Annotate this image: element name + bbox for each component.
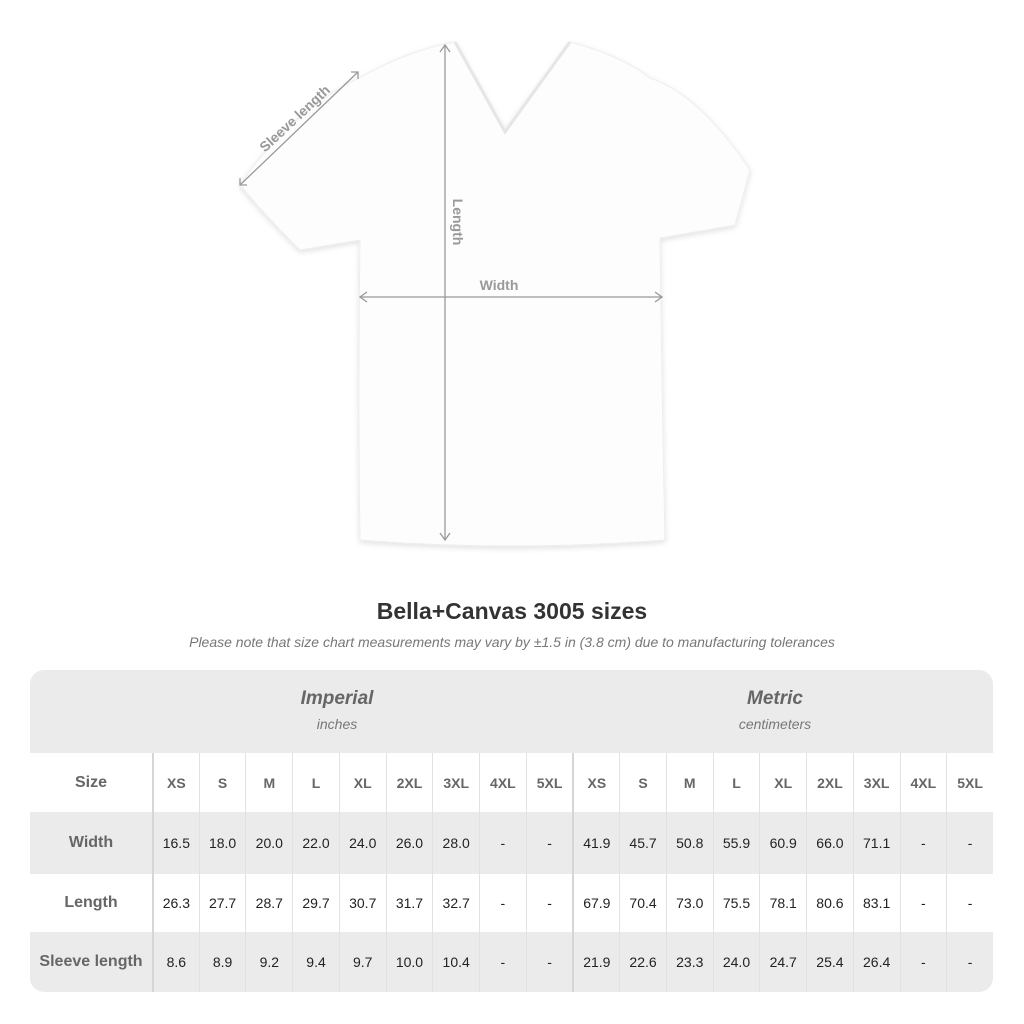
value-cell: 18.0 [198, 812, 246, 874]
page-title: Bella+Canvas 3005 sizes [376, 598, 648, 624]
size-header-cell: 2XL [806, 753, 853, 812]
value-cell: 24.7 [759, 932, 806, 992]
size-header-row: Size XS S M L XL 2XL 3XL 4XL 5XL XS S M L XL 2XL 3XL 4XL 5… [30, 753, 993, 812]
value-cell: 30.7 [338, 874, 386, 932]
value-cell: 41.9 [572, 812, 619, 874]
value-cell: - [479, 932, 526, 992]
value-cell: 24.0 [338, 812, 386, 874]
value-cell: - [946, 874, 993, 932]
value-cell: 75.5 [712, 874, 760, 932]
row-label: Sleeve length [39, 953, 143, 970]
size-header-cell: M [245, 753, 292, 812]
value-cell: 25.4 [806, 932, 853, 992]
value-cell: 80.6 [806, 874, 853, 932]
metric-unit: centimeters [738, 716, 812, 732]
table-row: Sleeve length 8.6 8.9 9.2 9.4 9.7 10.0 10.4- -21… [30, 932, 993, 992]
value-cell: 78.1 [759, 874, 806, 932]
value-cell: 9.4 [292, 932, 339, 992]
tolerance-note: Please note that size chart measurements… [189, 634, 835, 650]
value-cell: 29.7 [292, 874, 339, 932]
value-cell: 83.1 [852, 874, 900, 932]
size-header-cell: S [619, 753, 666, 812]
size-header-cell: 4XL [479, 753, 526, 812]
value-cell: 55.9 [712, 812, 760, 874]
value-cell: 67.9 [572, 874, 619, 932]
size-header-cell: 3XL [432, 753, 479, 812]
value-cell: - [479, 874, 526, 932]
size-header-cell: L [292, 753, 339, 812]
row-label: Length [64, 894, 118, 911]
value-cell: 9.7 [338, 932, 386, 992]
metric-header: Metric centimeters [625, 688, 925, 732]
value-cell: - [525, 932, 573, 992]
value-cell: 16.5 [152, 812, 199, 874]
size-header-cell: M [665, 753, 713, 812]
value-cell: - [525, 874, 573, 932]
size-header-cell: 5XL [946, 753, 993, 812]
size-header-cell: 4XL [899, 753, 947, 812]
value-cell: 22.6 [619, 932, 666, 992]
value-cell: 20.0 [245, 812, 292, 874]
value-cell: 10.0 [385, 932, 433, 992]
value-cell: 31.7 [385, 874, 433, 932]
value-cell: - [946, 812, 993, 874]
value-cell: - [479, 812, 526, 874]
metric-title: Metric [747, 688, 803, 709]
size-header-cell: S [198, 753, 246, 812]
value-cell: - [899, 874, 947, 932]
size-table: Imperial inches Metric centimeters Size XS S… [30, 670, 993, 992]
unit-header-band: Imperial inches Metric centimeters [30, 670, 993, 753]
value-cell: 10.4 [432, 932, 479, 992]
size-header-cell: XS [572, 753, 619, 812]
size-header-cell: L [712, 753, 760, 812]
table-row: Width 16.5 18.0 20.0 22.0 24.0 26.0 28.0- -41.9 4… [30, 812, 993, 874]
value-cell: 8.6 [152, 932, 199, 992]
value-cell: 23.3 [665, 932, 713, 992]
value-cell: 73.0 [665, 874, 713, 932]
value-cell: 60.9 [759, 812, 806, 874]
value-cell: 66.0 [806, 812, 853, 874]
value-cell: 27.7 [198, 874, 246, 932]
value-cell: 9.2 [245, 932, 292, 992]
value-cell: 50.8 [665, 812, 713, 874]
size-header-cell: XS [152, 753, 199, 812]
size-header-cell: XL [759, 753, 806, 812]
row-label: Size [74, 773, 107, 791]
value-cell: 32.7 [432, 874, 479, 932]
tshirt-shape [239, 41, 751, 547]
value-cell: 45.7 [619, 812, 666, 874]
value-cell: 28.7 [245, 874, 292, 932]
value-cell: 28.0 [432, 812, 479, 874]
tshirt-diagram: Sleeve length Length Width [239, 41, 751, 547]
size-header-cell: 2XL [385, 753, 433, 812]
value-cell: 26.3 [152, 874, 199, 932]
length-label: Length [450, 199, 466, 246]
value-cell: 24.0 [712, 932, 760, 992]
value-cell: - [899, 812, 947, 874]
value-cell: 70.4 [619, 874, 666, 932]
row-label: Width [68, 834, 114, 851]
size-header-cell: 5XL [525, 753, 573, 812]
value-cell: 26.0 [385, 812, 433, 874]
size-header-cell: XL [338, 753, 386, 812]
value-cell: - [899, 932, 947, 992]
size-header-cell: 3XL [852, 753, 900, 812]
table-row: Length 26.3 27.7 28.7 29.7 30.7 31.7 32.7- -67.9… [30, 874, 993, 932]
width-label: Width [480, 277, 519, 293]
value-cell: - [946, 932, 993, 992]
value-cell: 8.9 [198, 932, 246, 992]
imperial-header: Imperial inches [187, 688, 487, 732]
value-cell: 22.0 [292, 812, 339, 874]
value-cell: - [525, 812, 573, 874]
value-cell: 26.4 [852, 932, 900, 992]
imperial-unit: inches [316, 716, 358, 732]
value-cell: 21.9 [572, 932, 619, 992]
value-cell: 71.1 [852, 812, 900, 874]
imperial-title: Imperial [300, 688, 374, 709]
